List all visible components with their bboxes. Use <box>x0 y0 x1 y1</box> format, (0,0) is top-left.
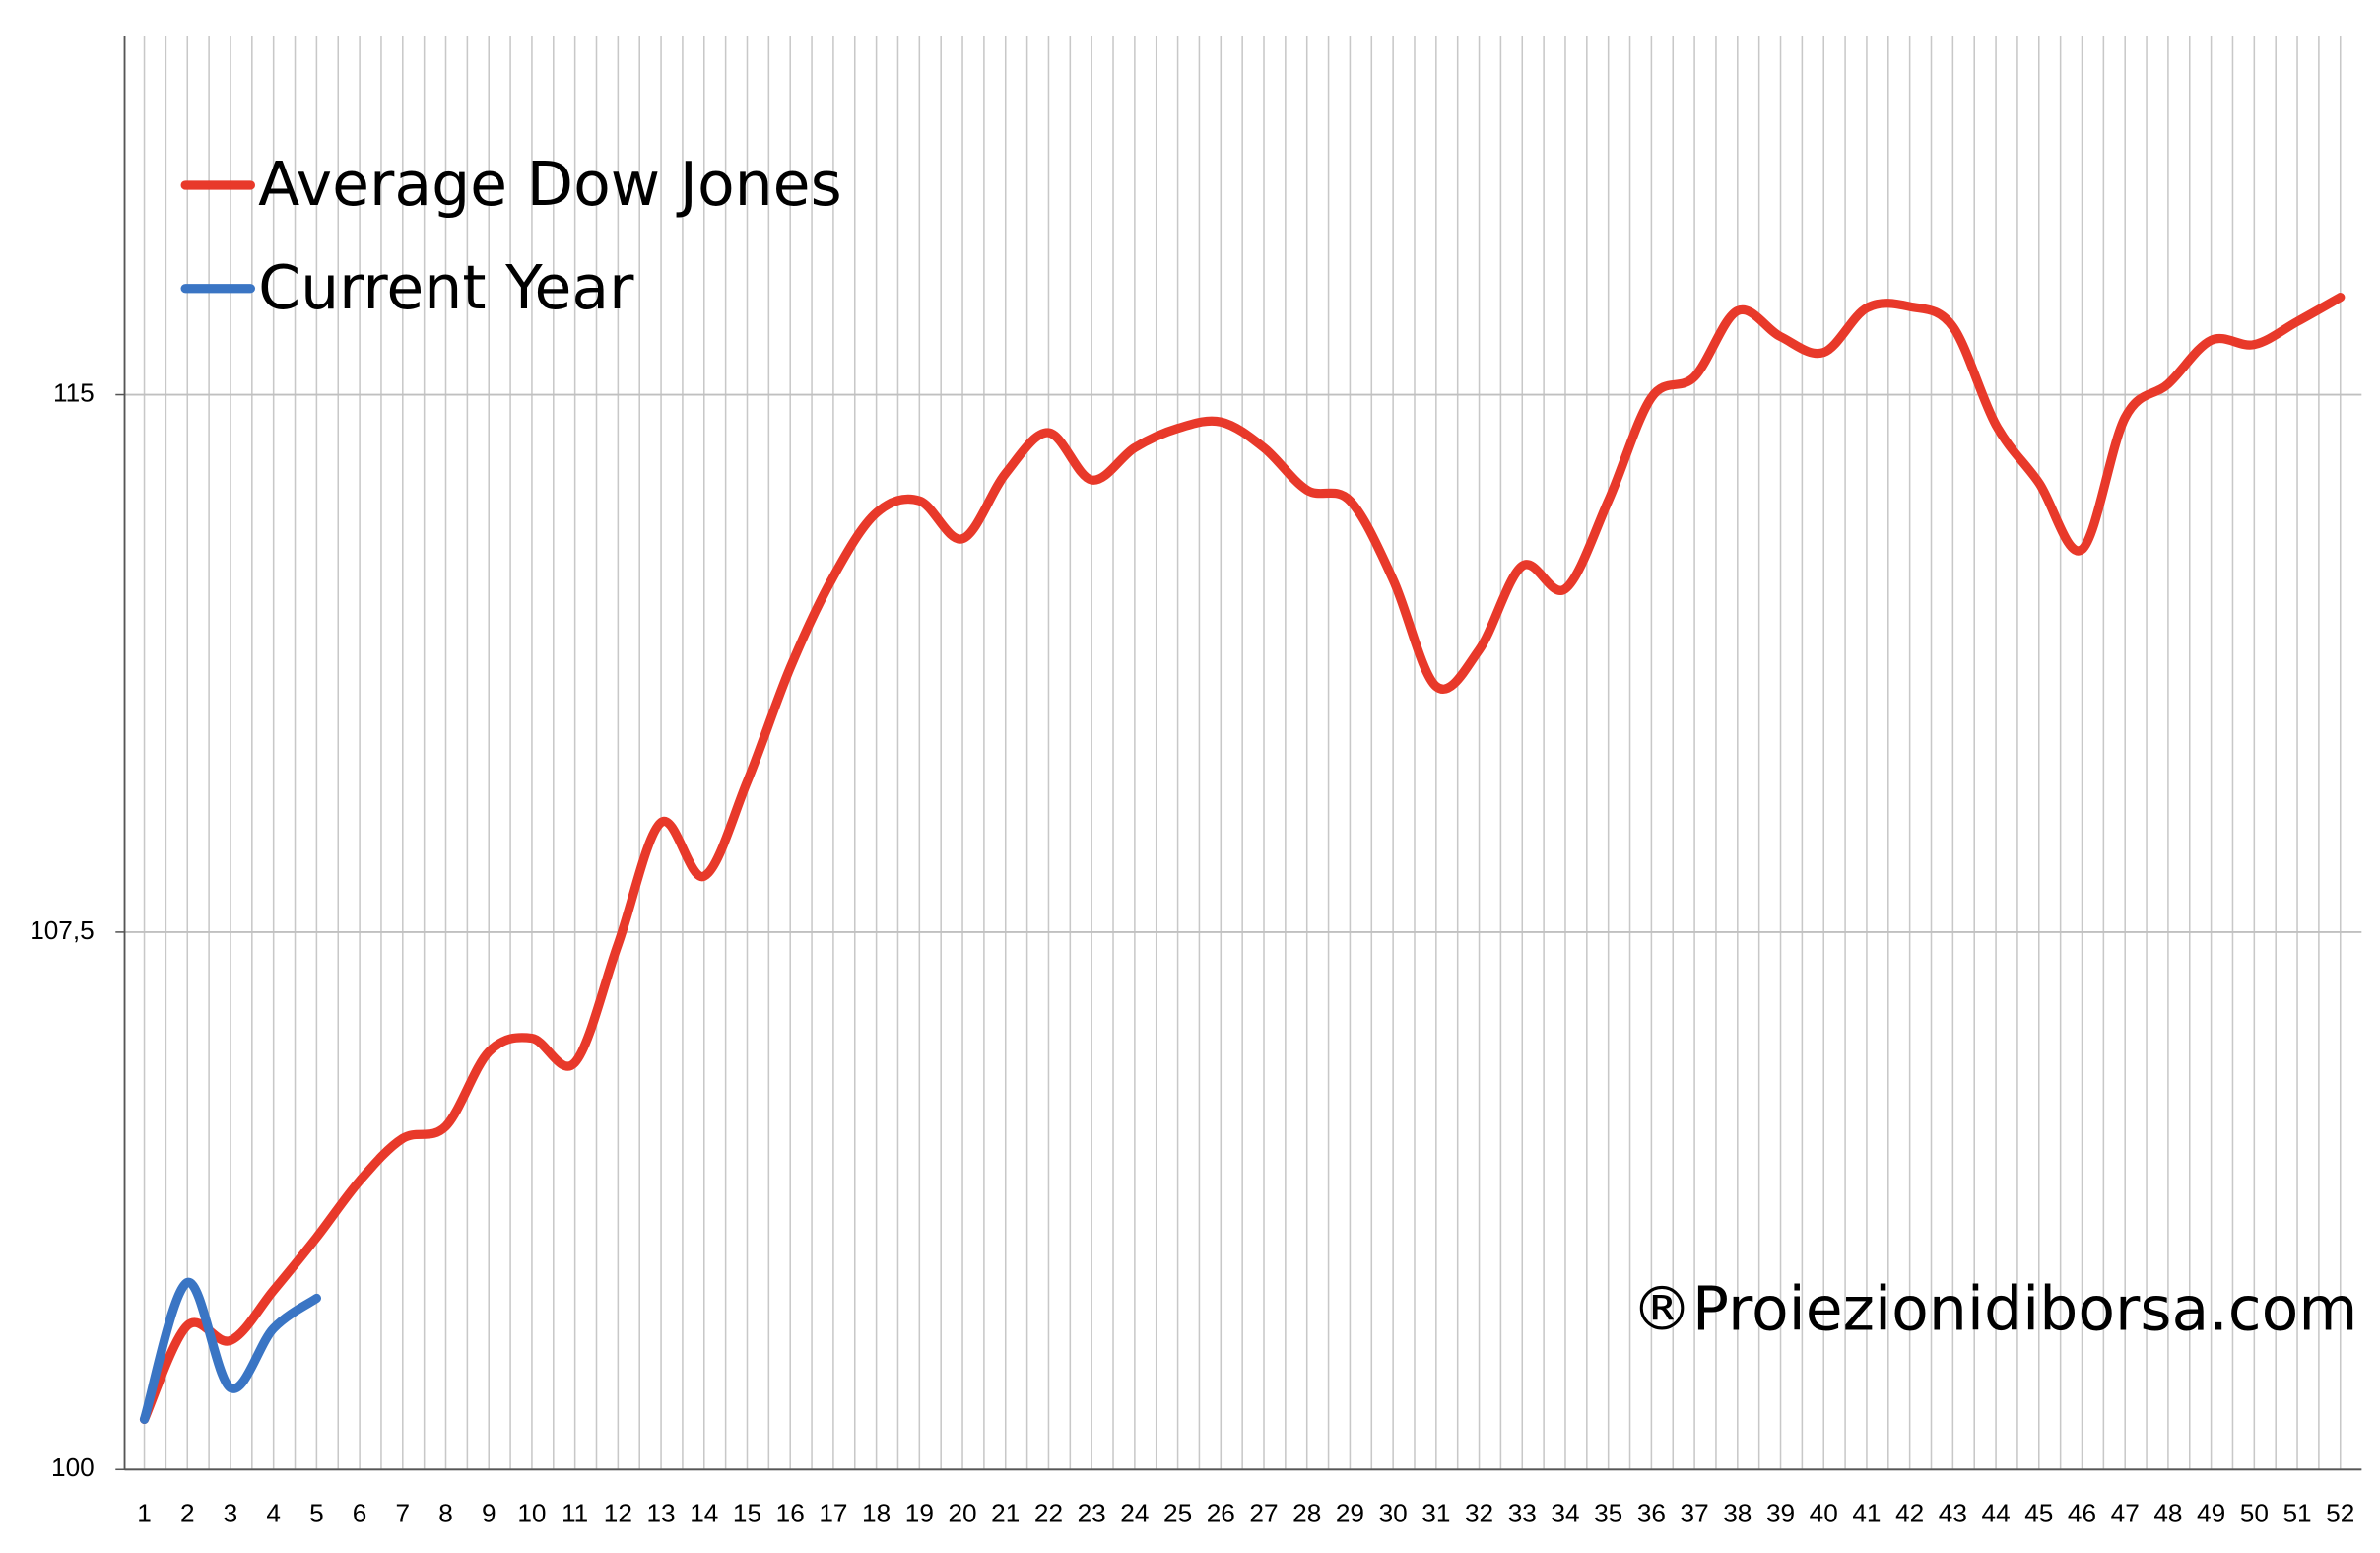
x-tick-label: 21 <box>991 1498 1020 1527</box>
x-tick-label: 44 <box>1982 1498 2011 1527</box>
x-tick-label: 28 <box>1292 1498 1321 1527</box>
x-tick-label: 46 <box>2068 1498 2096 1527</box>
x-tick-label: 10 <box>517 1498 546 1527</box>
y-tick-label: 100 <box>51 1452 95 1482</box>
y-tick-label: 115 <box>53 377 95 407</box>
x-tick-label: 30 <box>1379 1498 1408 1527</box>
x-tick-label: 40 <box>1810 1498 1838 1527</box>
series-line <box>139 1277 322 1424</box>
x-tick-label: 32 <box>1465 1498 1493 1527</box>
x-tick-label: 17 <box>819 1498 847 1527</box>
x-tick-label: 34 <box>1551 1498 1579 1527</box>
x-tick-label: 24 <box>1120 1498 1149 1527</box>
x-tick-label: 20 <box>948 1498 976 1527</box>
x-tick-label: 35 <box>1594 1498 1622 1527</box>
x-tick-label: 11 <box>562 1498 588 1527</box>
x-tick-label: 29 <box>1336 1498 1364 1527</box>
x-tick-label: 33 <box>1508 1498 1537 1527</box>
x-tick-label: 48 <box>2153 1498 2182 1527</box>
x-tick-label: 12 <box>604 1498 632 1527</box>
y-tick-label: 107,5 <box>30 915 95 945</box>
x-tick-label: 49 <box>2197 1498 2225 1527</box>
legend-label: Current Year <box>258 252 634 323</box>
x-tick-label: 8 <box>438 1498 453 1527</box>
x-tick-label: 45 <box>2024 1498 2053 1527</box>
series-line <box>139 293 2346 1424</box>
x-tick-label: 36 <box>1637 1498 1666 1527</box>
x-tick-label: 7 <box>396 1498 411 1527</box>
x-tick-label: 39 <box>1766 1498 1795 1527</box>
x-tick-label: 52 <box>2326 1498 2354 1527</box>
watermark: ®Proiezionidiborsa.com <box>1631 1274 2357 1345</box>
legend-label: Average Dow Jones <box>258 149 842 220</box>
x-tick-label: 3 <box>224 1498 238 1527</box>
x-tick-label: 18 <box>862 1498 891 1527</box>
x-tick-label: 51 <box>2282 1498 2311 1527</box>
x-tick-label: 43 <box>1939 1498 1967 1527</box>
x-tick-label: 5 <box>309 1498 324 1527</box>
x-tick-label: 37 <box>1681 1498 1709 1527</box>
x-tick-label: 41 <box>1852 1498 1881 1527</box>
x-tick-label: 31 <box>1421 1498 1450 1527</box>
x-tick-label: 42 <box>1895 1498 1924 1527</box>
x-tick-label: 26 <box>1207 1498 1235 1527</box>
x-tick-label: 13 <box>647 1498 676 1527</box>
x-tick-label: 47 <box>2111 1498 2140 1527</box>
x-tick-label: 6 <box>353 1498 367 1527</box>
x-tick-label: 23 <box>1078 1498 1106 1527</box>
x-tick-label: 14 <box>690 1498 718 1527</box>
x-tick-label: 1 <box>137 1498 152 1527</box>
x-tick-label: 50 <box>2240 1498 2269 1527</box>
x-tick-label: 27 <box>1249 1498 1278 1527</box>
x-tick-label: 25 <box>1163 1498 1192 1527</box>
x-tick-label: 9 <box>482 1498 496 1527</box>
x-tick-label: 38 <box>1723 1498 1752 1527</box>
x-tick-label: 15 <box>733 1498 761 1527</box>
x-tick-label: 2 <box>180 1498 195 1527</box>
x-tick-label: 22 <box>1034 1498 1063 1527</box>
x-tick-label: 16 <box>776 1498 805 1527</box>
x-tick-label: 4 <box>266 1498 281 1527</box>
x-tick-label: 19 <box>905 1498 934 1527</box>
